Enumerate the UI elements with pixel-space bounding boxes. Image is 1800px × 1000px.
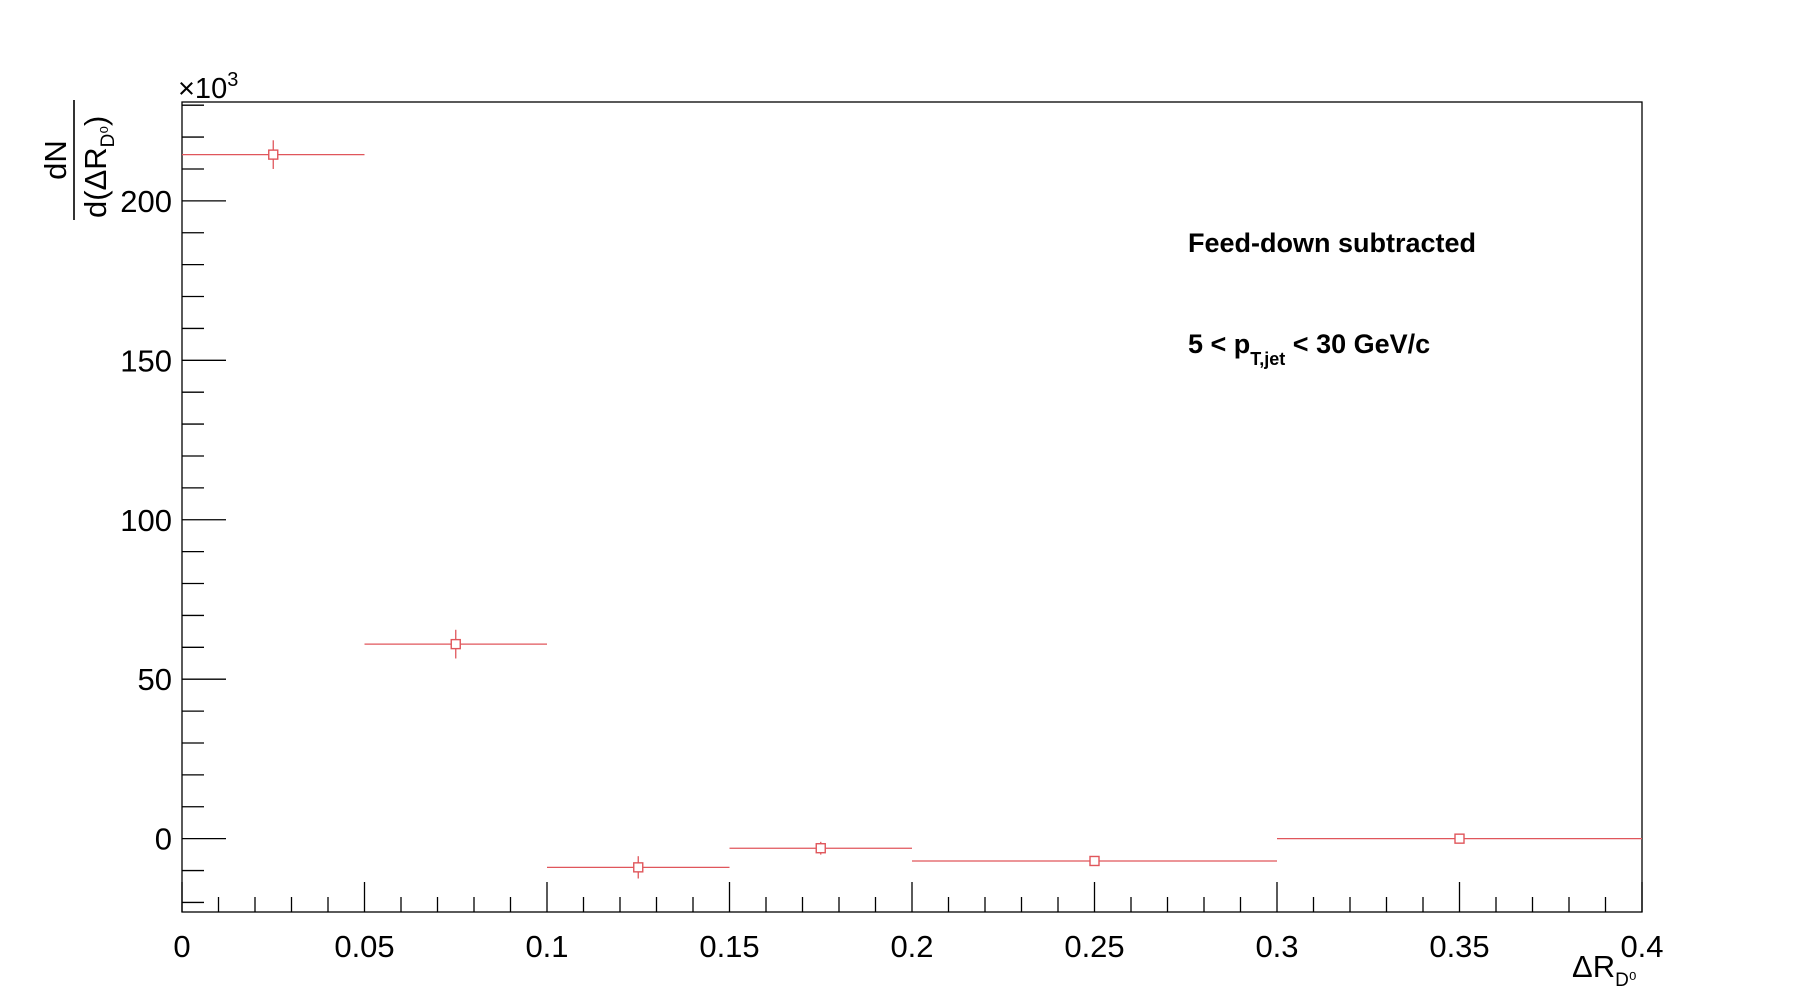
data-point <box>547 856 730 879</box>
y-axis-title-numerator: dN <box>38 140 73 180</box>
y-axis-title-denominator-sub: D⁰ <box>98 126 119 147</box>
annotation-pt-prefix: 5 < p <box>1188 329 1250 359</box>
data-point <box>1277 833 1642 844</box>
x-tick-label: 0.4 <box>1620 929 1663 964</box>
annotation-pt-sub: T,jet <box>1250 349 1285 369</box>
annotation-pt-range: 5 < pT,jet < 30 GeV/c <box>1188 329 1430 369</box>
data-point <box>912 855 1277 867</box>
data-series <box>182 140 1642 879</box>
x-tick-label: 0.2 <box>890 929 933 964</box>
data-point <box>182 140 365 169</box>
y-axis: 0 50 100 150 200 <box>120 104 226 904</box>
x-tick-label: 0.3 <box>1255 929 1298 964</box>
point-marker <box>268 149 279 160</box>
x-tick-label: 0.25 <box>1064 929 1124 964</box>
annotation-feed-down: Feed-down subtracted <box>1188 228 1476 258</box>
point-marker <box>450 638 461 650</box>
point-marker <box>1454 833 1465 844</box>
point-marker <box>815 843 826 854</box>
point-marker <box>633 862 644 873</box>
y-tick-label: 150 <box>120 343 172 378</box>
y-axis-title-denominator-close: ) <box>78 116 113 126</box>
x-tick-label: 0.15 <box>699 929 759 964</box>
annotation-pt-suffix: < 30 GeV/c <box>1285 329 1430 359</box>
x-tick-label: 0.05 <box>334 929 394 964</box>
x-axis-title-main: ΔR <box>1572 949 1615 984</box>
y-axis-title-denominator-main: d(ΔR <box>78 147 113 218</box>
x-axis-title: ΔRD⁰ <box>1572 949 1636 991</box>
y-multiplier-base: ×10 <box>178 73 227 105</box>
x-tick-label: 0.1 <box>525 929 568 964</box>
y-tick-label: 100 <box>120 503 172 538</box>
y-axis-title: dN d(ΔRD⁰) <box>38 100 119 220</box>
data-point <box>364 629 547 659</box>
x-tick-label: 0 <box>173 929 190 964</box>
point-marker <box>1089 855 1100 867</box>
y-multiplier: ×103 <box>178 69 238 105</box>
x-axis: 0 0.05 0.1 0.15 0.2 0.25 0.3 0.35 0.4 <box>173 882 1664 964</box>
y-multiplier-exponent: 3 <box>227 69 238 91</box>
y-tick-label: 0 <box>155 822 172 857</box>
data-point <box>729 841 912 855</box>
x-axis-title-sub: D⁰ <box>1615 970 1636 991</box>
y-tick-label: 200 <box>120 184 172 219</box>
y-tick-label: 50 <box>138 662 172 697</box>
plot-frame <box>181 101 1643 913</box>
y-axis-title-denominator: d(ΔRD⁰) <box>78 116 119 218</box>
x-tick-label: 0.35 <box>1429 929 1489 964</box>
